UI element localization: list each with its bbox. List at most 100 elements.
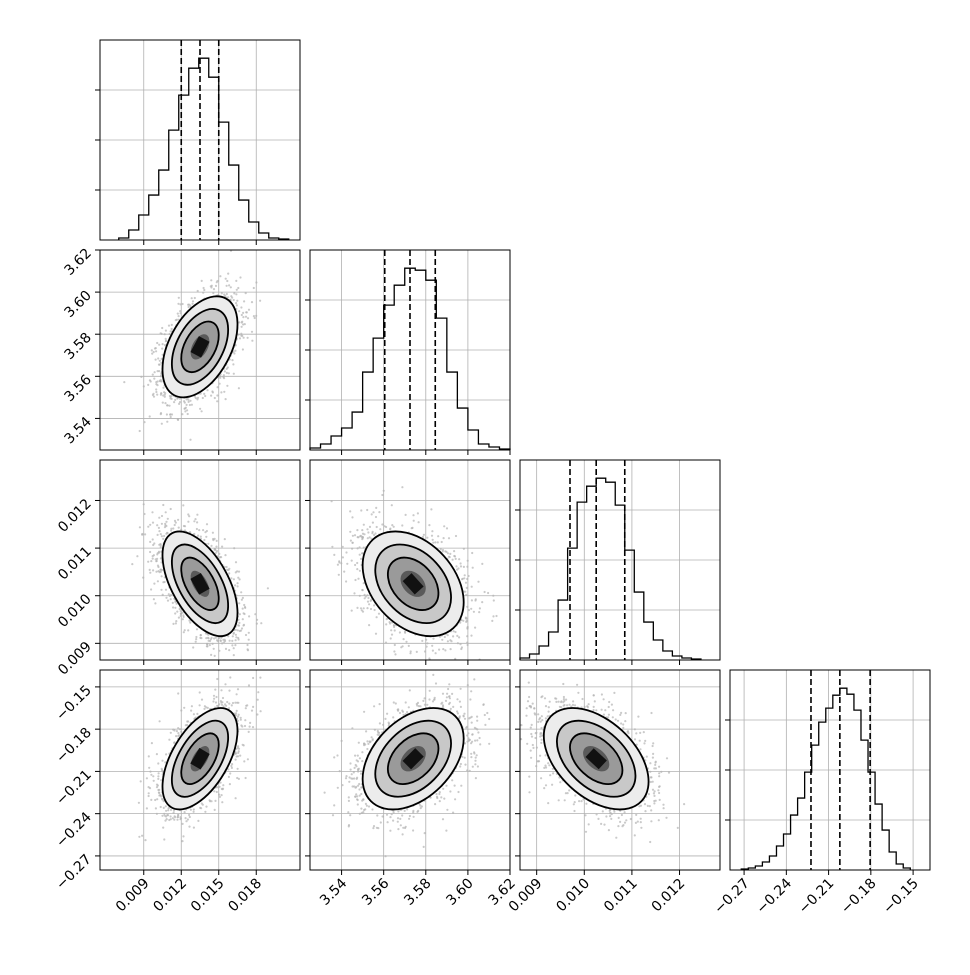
scatter-point <box>237 582 239 584</box>
scatter-point <box>447 640 449 642</box>
scatter-point <box>231 644 233 646</box>
scatter-point <box>151 353 153 355</box>
scatter-point <box>226 293 228 295</box>
scatter-point <box>226 372 228 374</box>
scatter-point <box>391 634 393 636</box>
scatter-point <box>231 359 233 361</box>
scatter-point <box>163 838 165 840</box>
scatter-point <box>405 514 407 516</box>
scatter-point <box>484 591 486 593</box>
scatter-point <box>393 650 395 652</box>
scatter-point <box>182 823 184 825</box>
scatter-point <box>213 790 215 792</box>
scatter-point <box>351 516 353 518</box>
scatter-point <box>464 574 466 576</box>
scatter-point <box>449 553 451 555</box>
scatter-point <box>157 784 159 786</box>
scatter-point <box>437 541 439 543</box>
scatter-point <box>381 494 383 496</box>
scatter-point <box>235 797 237 799</box>
scatter-point <box>140 780 142 782</box>
scatter-point <box>225 398 227 400</box>
scatter-point <box>218 794 220 796</box>
scatter-point <box>405 641 407 643</box>
scatter-point <box>437 535 439 537</box>
scatter-point <box>174 612 176 614</box>
scatter-point <box>256 713 258 715</box>
scatter-point <box>478 611 480 613</box>
scatter-point <box>157 534 159 536</box>
scatter-point <box>443 537 445 539</box>
scatter-point <box>356 529 358 531</box>
scatter-point <box>207 543 209 545</box>
scatter-point <box>481 601 483 603</box>
scatter-point <box>150 588 152 590</box>
scatter-point <box>468 609 470 611</box>
scatter-point <box>448 537 450 539</box>
scatter-point <box>189 400 191 402</box>
scatter-point <box>442 648 444 650</box>
scatter-point <box>223 641 225 643</box>
scatter-point <box>205 637 207 639</box>
scatter-point <box>481 563 483 565</box>
scatter-point <box>213 695 215 697</box>
scatter-point <box>267 587 269 589</box>
scatter-point <box>210 279 212 281</box>
scatter-point <box>222 697 224 699</box>
scatter-point <box>159 543 161 545</box>
scatter-point <box>216 540 218 542</box>
scatter-point <box>466 578 468 580</box>
scatter-point <box>426 646 428 648</box>
scatter-point <box>237 745 239 747</box>
scatter-point <box>156 798 158 800</box>
scatter-point <box>362 611 364 613</box>
scatter-point <box>242 312 244 314</box>
scatter-point <box>238 748 240 750</box>
scatter-point <box>235 712 237 714</box>
scatter-point <box>233 547 235 549</box>
scatter-point <box>237 287 239 289</box>
scatter-point <box>168 593 170 595</box>
scatter-point <box>331 546 333 548</box>
scatter-point <box>170 530 172 532</box>
scatter-point <box>185 724 187 726</box>
scatter-point <box>245 292 247 294</box>
scatter-point <box>149 569 151 571</box>
scatter-point <box>471 586 473 588</box>
scatter-point <box>216 400 218 402</box>
scatter-point <box>462 668 464 670</box>
scatter-point <box>369 536 371 538</box>
scatter-point <box>366 607 368 609</box>
scatter-point <box>213 698 215 700</box>
scatter-point <box>466 566 468 568</box>
histogram-panel-3 <box>515 460 720 660</box>
scatter-point <box>466 587 468 589</box>
scatter-point <box>444 636 446 638</box>
scatter-point <box>165 340 167 342</box>
scatter-point <box>221 642 223 644</box>
scatter-point <box>251 331 253 333</box>
scatter-point <box>173 810 175 812</box>
scatter-point <box>188 306 190 308</box>
scatter-point <box>251 710 253 712</box>
scatter-point <box>374 609 376 611</box>
scatter-point <box>224 554 226 556</box>
scatter-point <box>178 527 180 529</box>
scatter-point <box>461 646 463 648</box>
scatter-point <box>182 303 184 305</box>
scatter-point <box>236 304 238 306</box>
scatter-point <box>426 642 428 644</box>
scatter-point <box>157 357 159 359</box>
scatter-point <box>161 815 163 817</box>
scatter-point <box>212 532 214 534</box>
scatter-point <box>466 642 468 644</box>
scatter-point <box>155 347 157 349</box>
scatter-point <box>198 529 200 531</box>
scatter-point <box>182 614 184 616</box>
scatter-point <box>202 529 204 531</box>
density-content <box>100 460 300 684</box>
density-content <box>100 667 300 870</box>
scatter-point <box>237 755 239 757</box>
scatter-point <box>179 310 181 312</box>
scatter-point <box>188 814 190 816</box>
